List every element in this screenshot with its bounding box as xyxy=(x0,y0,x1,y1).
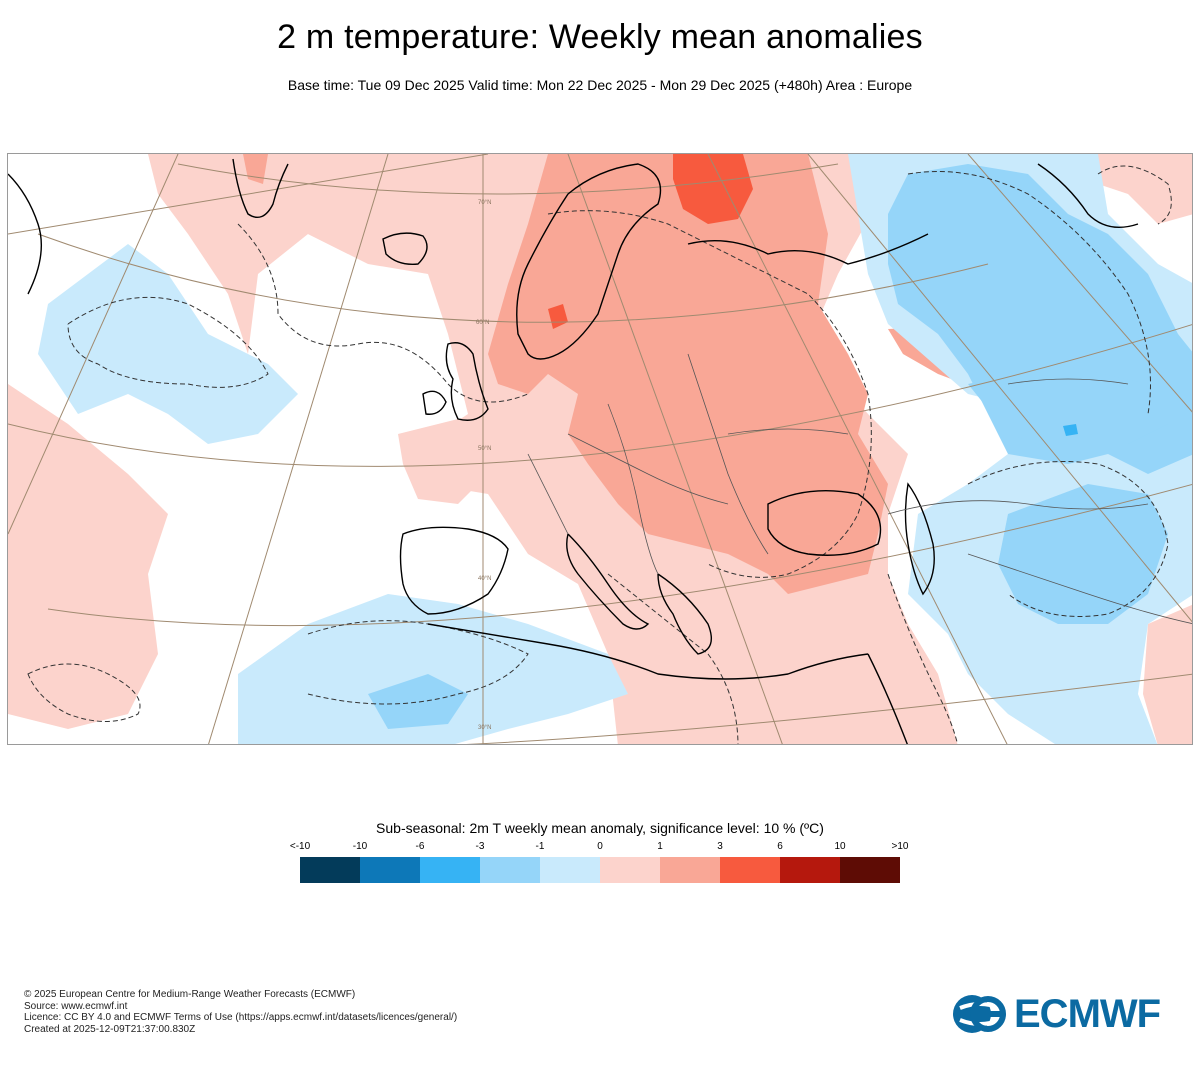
significance-contours xyxy=(27,165,1172,744)
legend-color-bar xyxy=(300,857,900,883)
legend-label: -3 xyxy=(475,841,485,852)
warm-anomaly-light-iberia-west xyxy=(398,414,488,504)
legend-label: -10 xyxy=(352,841,368,852)
lat-label-70: 70°N xyxy=(478,200,491,206)
borders xyxy=(527,353,1192,624)
warm-anomaly-mid-scandinavia-eastern-europe xyxy=(488,154,888,594)
lat-label-30: 30°N xyxy=(478,725,491,731)
warm-anomaly-light-southeast xyxy=(1143,604,1192,744)
cold-anomaly-light-subtropical-atlantic xyxy=(238,594,628,744)
legend-swatch xyxy=(780,857,840,883)
graticule xyxy=(8,154,1192,744)
meridian-6 xyxy=(707,154,1008,744)
map-title: 2 m temperature: Weekly mean anomalies xyxy=(277,18,923,56)
legend-label: 0 xyxy=(597,841,603,852)
legend-label: >10 xyxy=(891,841,909,852)
legend-swatch xyxy=(540,857,600,883)
legend-swatch xyxy=(660,857,720,883)
coastlines xyxy=(8,158,1139,744)
coast-iceland xyxy=(382,232,428,265)
lat-70 xyxy=(177,163,839,195)
latitude-labels: 70°N 60°N 50°N 40°N 30°N xyxy=(476,200,491,731)
lat-50 xyxy=(8,324,1192,467)
legend-label: <-10 xyxy=(289,841,311,852)
coast-arctic-russia xyxy=(687,233,929,265)
legend-label: 3 xyxy=(717,841,723,852)
legend-title: Sub-seasonal: 2m T weekly mean anomaly, … xyxy=(376,820,824,836)
anomaly-map-canvas: 70°N 60°N 50°N 40°N 30°N xyxy=(8,154,1192,744)
cold-anomaly-light-north-atlantic xyxy=(38,244,298,444)
map-subtitle: Base time: Tue 09 Dec 2025 Valid time: M… xyxy=(287,77,913,93)
coast-caspian xyxy=(904,482,935,596)
cold-anomaly-mid-central-asia xyxy=(998,484,1168,624)
meridian-2 xyxy=(8,154,179,535)
warm-anomaly-light-northeast xyxy=(1088,154,1192,224)
ecmwf-logo: ECMWF xyxy=(952,992,1180,1036)
cold-anomaly-strong-spot xyxy=(1063,424,1078,436)
legend-label: 6 xyxy=(777,841,783,852)
coast-british-isles xyxy=(445,342,489,421)
lat-label-40: 40°N xyxy=(478,576,491,582)
cold-anomaly-mid-morocco-offshore xyxy=(368,674,468,729)
coast-iberia xyxy=(399,526,509,615)
coast-red-sea xyxy=(867,653,908,744)
meridian-5 xyxy=(567,154,783,744)
meridian-7 xyxy=(807,154,1192,623)
coast-western-atlantic xyxy=(8,173,43,295)
legend-swatch xyxy=(720,857,780,883)
warm-anomaly-strong-barents xyxy=(673,154,753,224)
lat-label-50: 50°N xyxy=(478,446,491,452)
lat-40 xyxy=(47,484,1192,627)
legend-swatch xyxy=(480,857,540,883)
lat-label-60: 60°N xyxy=(476,320,489,326)
legend-label: 1 xyxy=(657,841,663,852)
coast-scandinavia xyxy=(516,163,662,360)
coast-ireland xyxy=(422,390,447,415)
legend-label: -1 xyxy=(535,841,545,852)
legend-swatch xyxy=(300,857,360,883)
footer-credits: © 2025 European Centre for Medium-Range … xyxy=(24,989,457,1035)
footer-source: Source: www.ecmwf.int xyxy=(24,1000,128,1012)
meridian-8 xyxy=(967,154,1192,413)
coast-balkans-greece xyxy=(657,573,712,655)
lat-30 xyxy=(466,673,1192,744)
legend-label: 10 xyxy=(834,841,846,852)
warm-anomaly-light-mid-atlantic xyxy=(8,384,168,729)
legend-swatch xyxy=(420,857,480,883)
coast-black-sea xyxy=(767,490,882,556)
anomaly-map: 70°N 60°N 50°N 40°N 30°N xyxy=(7,153,1193,745)
cold-anomaly-mid-kazakh xyxy=(968,364,1168,454)
legend-swatch xyxy=(360,857,420,883)
footer-copyright: © 2025 European Centre for Medium-Range … xyxy=(24,989,356,1000)
legend-swatch xyxy=(600,857,660,883)
coast-greenland xyxy=(232,158,289,218)
legend-labels: <-10 -10 -6 -3 -1 0 1 3 6 10 >10 xyxy=(290,841,909,853)
coast-north-africa xyxy=(427,623,869,680)
ecmwf-logo-icon xyxy=(953,995,1006,1033)
meridian-3 xyxy=(208,154,389,744)
ecmwf-logo-text: ECMWF xyxy=(1014,992,1161,1036)
coast-italy xyxy=(566,533,650,630)
footer-created: Created at 2025-12-09T21:37:00.830Z xyxy=(24,1023,196,1035)
lat-60 xyxy=(37,233,989,323)
legend-swatch xyxy=(840,857,900,883)
coast-arctic-islands xyxy=(1037,163,1139,228)
meridian-1 xyxy=(8,154,489,235)
legend-label: -6 xyxy=(415,841,425,852)
footer-licence: Licence: CC BY 4.0 and ECMWF Terms of Us… xyxy=(24,1012,458,1023)
